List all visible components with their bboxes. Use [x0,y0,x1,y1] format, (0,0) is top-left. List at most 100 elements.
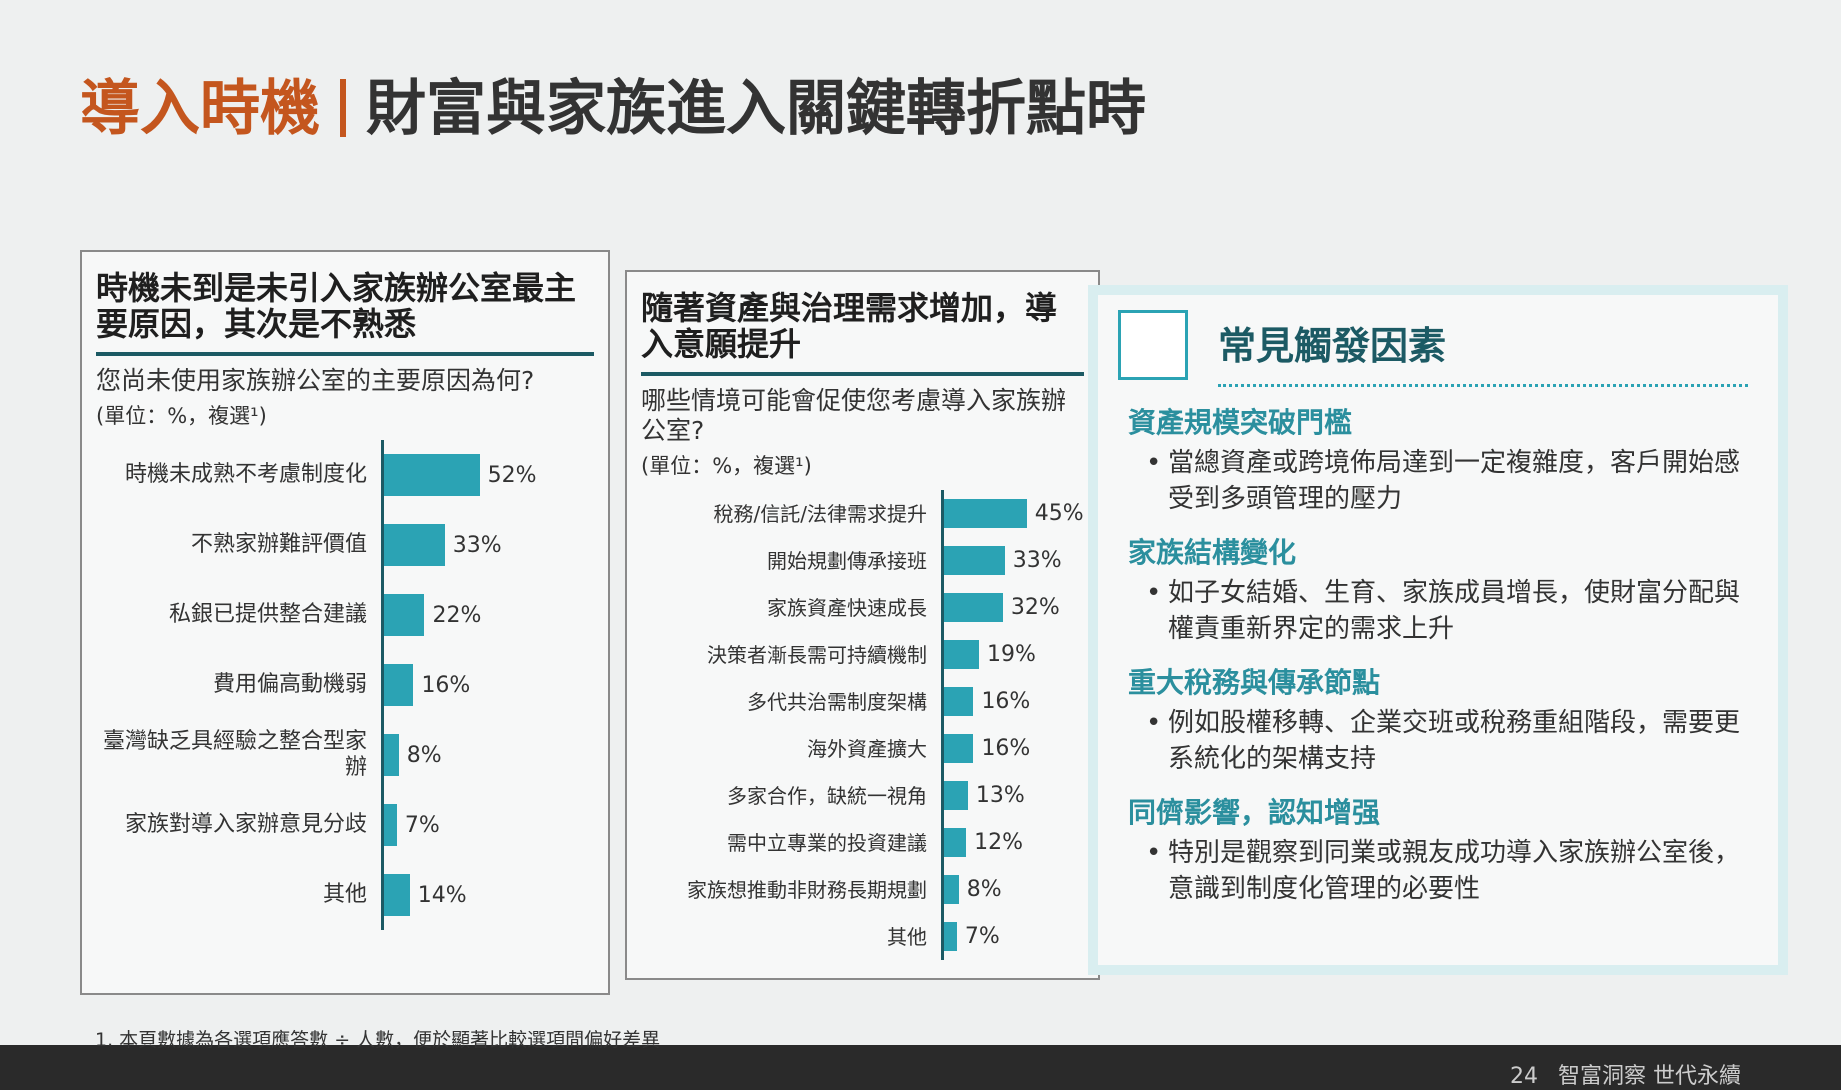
bar-row: 不熟家辦難評價值 33% [96,510,594,580]
bar [384,664,414,706]
category-label: 家族想推動非財務長期規劃 [687,877,927,902]
trigger-item: 家族結構變化如子女結婚、生育、家族成員增長，使財富分配與權責重新界定的需求上升 [1128,531,1748,647]
chart-panel: 隨著資產與治理需求增加，導入意願提升 哪些情境可能會促使您考慮導入家族辦公室? … [625,270,1100,980]
chart-subtitle: 您尚未使用家族辦公室的主要原因為何? [96,366,535,395]
bar-row: 多代共治需制度架構 16% [641,678,1084,725]
axis-line [941,866,944,913]
brand: 智富洞察 世代永續 [1558,1064,1741,1089]
unit-note: (單位：%，複選¹) [96,404,267,428]
trigger-body: 常見觸發因素 資產規模突破門檻當總資產或跨境佈局達到一定複雜度，客戶開始感受到多… [1098,295,1778,965]
value-label: 7% [404,812,440,838]
value-label: 13% [975,783,1025,808]
value-label: 32% [1010,595,1060,620]
bar-row: 家族資產快速成長 32% [641,584,1084,631]
bar-row: 多家合作，缺統一視角 13% [641,772,1084,819]
value-label: 7% [964,924,1000,949]
category-label: 不熟家辦難評價值 [190,532,367,557]
axis-line [941,819,944,866]
bar-row: 費用偏高動機弱 16% [96,650,594,720]
axis-line [941,772,944,819]
category-label: 海外資產擴大 [807,736,927,761]
bar [944,640,979,669]
bar [944,593,1003,622]
trigger-text: 如子女結婚、生育、家族成員增長，使財富分配與權責重新界定的需求上升 [1146,575,1748,647]
category-label: 稅務/信託/法律需求提升 [713,501,927,526]
value-label: 45% [1034,501,1084,526]
separator [340,79,346,137]
page-number: 24 [1510,1064,1538,1089]
chart-title: 時機未到是未引入家族辦公室最主要原因，其次是不熟悉 [96,270,594,356]
chart-panel: 時機未到是未引入家族辦公室最主要原因，其次是不熟悉 您尚未使用家族辦公室的主要原… [80,250,610,995]
category-label: 決策者漸長需可持續機制 [707,642,927,667]
category-label: 需中立專業的投資建議 [727,830,927,855]
bar-row: 家族想推動非財務長期規劃 8% [641,866,1084,913]
unit-note: (單位：%，複選¹) [641,454,812,478]
category-label: 時機未成熟不考慮制度化 [124,462,367,487]
bar [944,546,1005,575]
footer: 24 智富洞察 世代永續 [1510,1058,1761,1090]
trigger-list: 資產規模突破門檻當總資產或跨境佈局達到一定複雜度，客戶開始感受到多頭管理的壓力家… [1128,401,1748,907]
axis-line [381,650,384,720]
category-label: 私銀已提供整合建議 [168,602,367,627]
footnote: 1. 本頁數據為各選項應答數 ÷ 人數，便於顯著比較選項間偏好差異 [95,1029,661,1051]
value-label: 16% [421,672,471,698]
trigger-item: 資產規模突破門檻當總資產或跨境佈局達到一定複雜度，客戶開始感受到多頭管理的壓力 [1128,401,1748,517]
bar [384,734,399,776]
axis-line [941,725,944,772]
bar-row: 海外資產擴大 16% [641,725,1084,772]
bar [944,687,974,716]
trigger-heading: 同儕影響，認知增强 [1128,796,1381,829]
bar [384,594,425,636]
bar [384,524,445,566]
category-label: 家族資產快速成長 [767,595,927,620]
axis-line [941,913,944,960]
value-label: 33% [1012,548,1062,573]
trigger-item: 重大稅務與傳承節點例如股權移轉、企業交班或稅務重組階段，需要更系統化的架構支持 [1128,661,1748,777]
icon [1118,310,1188,380]
trigger-title: 常見觸發因素 [1218,315,1748,387]
trigger-heading: 重大稅務與傳承節點 [1128,666,1381,699]
trigger-panel: 常見觸發因素 資產規模突破門檻當總資產或跨境佈局達到一定複雜度，客戶開始感受到多… [1088,285,1788,975]
title-main: 財富與家族進入關鍵轉折點時 [366,74,1146,144]
slide: 導入時機 財富與家族進入關鍵轉折點時 時機未到是未引入家族辦公室最主要原因，其次是… [0,0,1841,1045]
axis-line [941,584,944,631]
bar [944,734,974,763]
axis-line [381,440,384,510]
trigger-heading: 資產規模突破門檻 [1128,406,1353,439]
value-label: 8% [966,877,1002,902]
trigger-text: 特別是觀察到同業或親友成功導入家族辦公室後，意識到制度化管理的必要性 [1146,835,1748,907]
bar-row: 需中立專業的投資建議 12% [641,819,1084,866]
value-label: 22% [432,602,482,628]
value-label: 16% [981,736,1031,761]
category-label: 多代共治需制度架構 [747,689,927,714]
bar-row: 其他 14% [96,860,594,930]
category-label: 費用偏高動機弱 [212,672,367,697]
bar-row: 開始規劃傳承接班 33% [641,537,1084,584]
bar-row: 時機未成熟不考慮制度化 52% [96,440,594,510]
bar [944,499,1027,528]
chart-subtitle: 哪些情境可能會促使您考慮導入家族辦公室? [641,386,1067,445]
value-label: 14% [417,882,467,908]
category-label: 多家合作，缺統一視角 [727,783,927,808]
bar-row: 稅務/信託/法律需求提升 45% [641,490,1084,537]
axis-line [941,631,944,678]
axis-line [381,720,384,790]
bar [944,875,959,904]
value-label: 16% [981,689,1031,714]
bar-row: 私銀已提供整合建議 22% [96,580,594,650]
bar-row: 決策者漸長需可持續機制 19% [641,631,1084,678]
axis-line [381,510,384,580]
bar [384,454,480,496]
axis-line [381,860,384,930]
trigger-item: 同儕影響，認知增强特別是觀察到同業或親友成功導入家族辦公室後，意識到制度化管理的… [1128,791,1748,907]
value-label: 19% [986,642,1036,667]
category-label: 其他 [887,924,927,949]
bar [944,922,957,951]
axis-line [381,790,384,860]
bars: 稅務/信託/法律需求提升 45% 開始規劃傳承接班 33% 家族資產快速成長 32% 決策者… [641,490,1084,960]
axis-line [941,490,944,537]
trigger-text: 當總資產或跨境佈局達到一定複雜度，客戶開始感受到多頭管理的壓力 [1146,445,1748,517]
trigger-heading: 家族結構變化 [1128,536,1297,569]
value-label: 8% [406,742,442,768]
